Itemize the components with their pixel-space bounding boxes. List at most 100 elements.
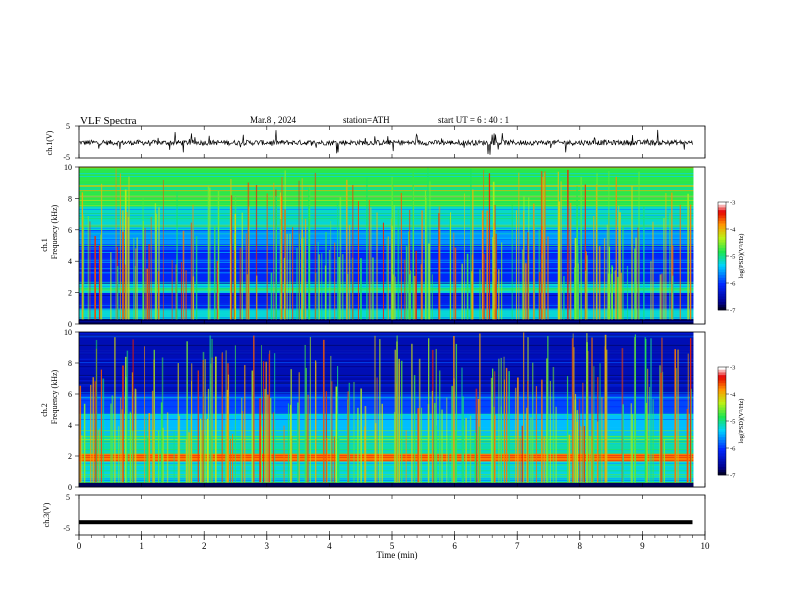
psd-spike [552,367,555,483]
frequency-tick-label: 10 [64,163,72,172]
psd-spike [633,337,636,483]
psd-band [79,461,705,465]
psd-spike [690,388,692,483]
psd-spike [247,182,250,320]
psd-spike [634,248,636,320]
colorbar-segment [718,285,726,289]
psd-stripe [79,442,705,444]
psd-spike [241,397,243,483]
psd-spike [273,182,275,320]
psd-spike [400,360,403,483]
psd-stripe [79,386,705,387]
psd-spike [424,190,427,320]
psd-band [79,342,705,346]
colorbar-segment [718,220,726,224]
psd-spike [492,368,494,483]
psd-spike [417,408,420,483]
psd-spike [463,193,465,320]
colorbar-segment [718,272,726,276]
psd-spike [549,380,551,483]
colorbar-segment [718,437,726,441]
colorbar-segment [718,429,726,433]
psd-spike [211,357,213,483]
psd-spike [124,264,126,320]
psd-spike [634,334,637,483]
psd-spike [591,337,593,483]
psd-spike [396,335,398,483]
time-tick-label: 7 [515,541,520,551]
psd-stripe [79,378,705,380]
ch2-spectrogram-spikes [79,332,705,487]
psd-spike [253,335,255,483]
psd-spike [674,349,677,483]
psd-spike [436,425,438,483]
psd-spike [230,195,233,320]
frequency-tick-label: 4 [68,257,72,266]
colorbar-segment [718,274,726,278]
psd-spike [232,434,234,483]
colorbar-segment [718,301,726,305]
psd-spike [94,381,96,483]
psd-spike [560,181,562,320]
psd-spike [132,339,134,483]
psd-spike [207,186,210,320]
frequency-tick-label: 8 [68,359,72,368]
psd-spike [663,217,665,320]
psd-spike [582,382,584,483]
psd-spike [122,231,124,320]
ch1-frequency-label: Frequency (kHz) [50,204,59,259]
psd-spike [598,246,601,320]
psd-stripe [79,414,705,416]
psd-spike [330,355,332,483]
psd-spike [135,389,137,483]
psd-spike [483,254,485,320]
psd-spike [297,402,299,483]
psd-band [79,476,705,480]
colorbar-segment [718,261,726,265]
psd-stripe [79,344,705,346]
time-tick-label: 5 [390,541,395,551]
psd-spike [270,272,273,320]
time-tick-label: 1 [139,541,144,551]
psd-spike [427,167,429,320]
psd-band [79,422,705,426]
psd-spike [203,434,205,483]
psd-spike [479,333,481,483]
psd-spike [272,412,274,483]
psd-band [79,468,705,472]
ch1-spectrogram-channel-label: ch.1 [40,238,49,252]
time-axis: 0 1 2 3 4 5 6 7 8 9 10 [77,535,710,551]
psd-spike [555,406,557,483]
psd-spike [175,264,177,320]
psd-spike [578,398,581,483]
date-label: Mar.8 , 2024 [250,115,296,125]
colorbar-segment [718,204,726,208]
psd-spike [453,335,455,483]
psd-band [79,404,705,408]
frequency-tick-label: 2 [68,289,72,298]
psd-spike [650,261,652,320]
psd-spike [540,171,543,320]
colorbar-segment [718,383,726,387]
psd-spike [330,220,332,320]
psd-spike [261,345,262,483]
colorbar-segment [718,215,726,219]
psd-spike [240,440,242,483]
psd-spike [394,276,396,320]
psd-spike [519,437,522,483]
psd-spike [518,172,520,320]
psd-spike [111,395,114,483]
psd-stripe [79,433,705,435]
psd-spike [538,272,541,320]
colorbar-segment [718,461,726,465]
frequency-tick-label: 8 [68,194,72,203]
psd-spike [679,204,681,320]
psd-band [79,443,705,446]
colorbar-segment [718,253,726,257]
colorbar-segment [718,453,726,457]
psd-spike [394,349,396,483]
psd-spike [573,347,575,483]
psd-spike [192,204,194,320]
psd-spike [289,404,291,483]
psd-spike [400,192,402,320]
